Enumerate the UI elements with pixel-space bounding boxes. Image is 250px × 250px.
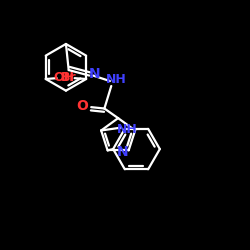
Text: NH: NH xyxy=(106,73,126,86)
Text: O: O xyxy=(76,99,88,113)
Text: NH: NH xyxy=(117,122,138,136)
Text: N: N xyxy=(117,145,128,159)
Text: OH: OH xyxy=(53,71,74,84)
Text: Br: Br xyxy=(60,71,76,84)
Text: N: N xyxy=(88,67,100,81)
